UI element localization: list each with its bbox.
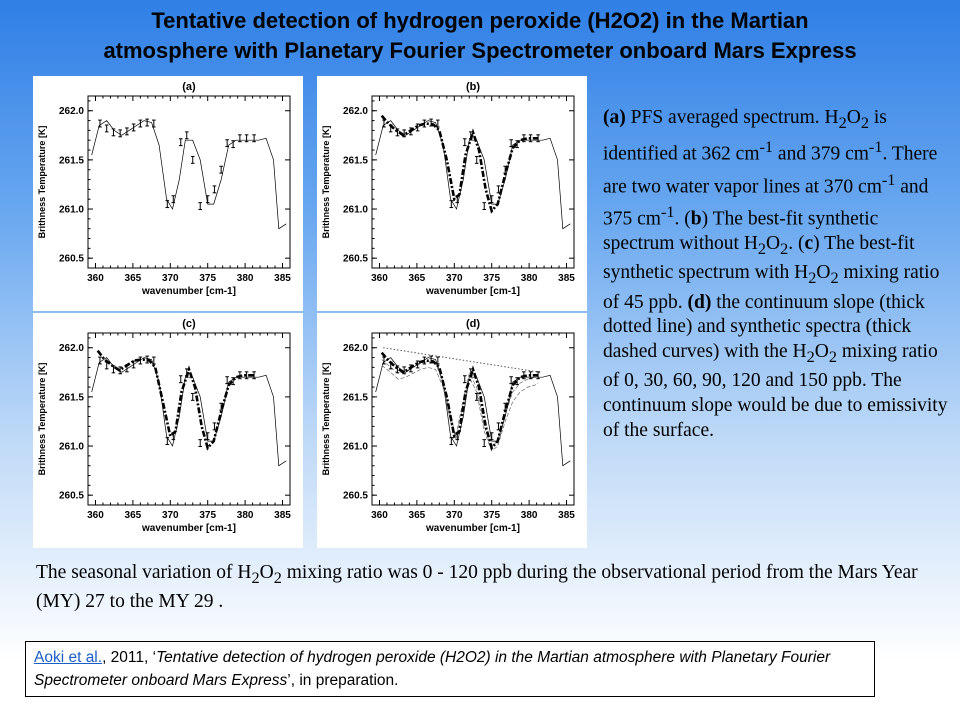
y-tick-label: 260.5 bbox=[59, 491, 84, 502]
label-d: (d) bbox=[687, 291, 712, 313]
plot-area bbox=[91, 118, 287, 230]
x-tick-label: 375 bbox=[483, 273, 500, 284]
y-axis-label: Brithness Temperature [K] bbox=[37, 363, 47, 476]
x-tick-label: 360 bbox=[371, 510, 388, 521]
chart-panel-d: (d) 360 365 370 375 380 385 260.5 261.0 261.5 262.… bbox=[317, 313, 587, 548]
plot-frame bbox=[371, 332, 575, 506]
chart-b: (b) 360 365 370 375 380 385 260.5 261.0 261.5 262.… bbox=[317, 76, 587, 311]
label-c: c bbox=[804, 232, 814, 254]
synthetic-spectrum-line bbox=[380, 351, 539, 451]
synthetic-spectrum-line bbox=[380, 114, 539, 214]
chart-panel-a: (a) 360 365 370 375 380 385 260.5 261.0 261.5 262.… bbox=[33, 76, 303, 311]
label-b: b bbox=[690, 208, 702, 230]
y-axis-label: Brithness Temperature [K] bbox=[321, 126, 331, 239]
x-tick-label: 375 bbox=[199, 273, 216, 284]
spectrum-line bbox=[375, 120, 571, 230]
x-tick-label: 380 bbox=[521, 273, 538, 284]
y-tick-label: 261.5 bbox=[343, 392, 368, 403]
y-tick-label: 261.0 bbox=[343, 442, 368, 453]
y-tick-label: 261.5 bbox=[59, 392, 84, 403]
chart-d: (d) 360 365 370 375 380 385 260.5 261.0 261.5 262.… bbox=[317, 313, 587, 548]
synthetic-spectrum-line bbox=[96, 349, 255, 451]
y-tick-label: 260.5 bbox=[343, 491, 368, 502]
chart-a: (a) 360 365 370 375 380 385 260.5 261.0 261.5 262.… bbox=[33, 76, 303, 311]
seasonal-summary: The seasonal variation of H2O2 mixing ra… bbox=[36, 562, 918, 613]
y-tick-label: 261.0 bbox=[59, 205, 84, 216]
x-axis-label: wavenumber [cm-1] bbox=[425, 523, 520, 534]
slide-title: Tentative detection of hydrogen peroxide… bbox=[0, 6, 960, 66]
y-axis-label: Brithness Temperature [K] bbox=[37, 126, 47, 239]
plot-frame bbox=[87, 95, 291, 269]
y-tick-label: 262.0 bbox=[59, 343, 84, 354]
chart-panel-c: (c) 360 365 370 375 380 385 260.5 261.0 261.5 262.… bbox=[33, 313, 303, 548]
plot-frame bbox=[371, 95, 575, 269]
x-tick-label: 380 bbox=[237, 273, 254, 284]
citation-box: Aoki et al., 2011, ‘Tentative detection … bbox=[25, 641, 875, 697]
x-axis-label: wavenumber [cm-1] bbox=[141, 286, 236, 297]
plot-area bbox=[91, 349, 287, 467]
x-tick-label: 365 bbox=[409, 273, 426, 284]
x-tick-label: 360 bbox=[87, 510, 104, 521]
slide-title-line2: atmosphere with Planetary Fourier Spectr… bbox=[103, 38, 857, 63]
x-tick-label: 380 bbox=[521, 510, 538, 521]
spectrum-line bbox=[375, 357, 571, 467]
x-tick-label: 375 bbox=[483, 510, 500, 521]
y-tick-label: 261.5 bbox=[59, 155, 84, 166]
x-tick-label: 385 bbox=[558, 510, 575, 521]
x-tick-label: 360 bbox=[371, 273, 388, 284]
spectrum-line bbox=[91, 120, 287, 230]
x-tick-label: 375 bbox=[199, 510, 216, 521]
figure-description: (a) PFS averaged spectrum. H2O2 is ident… bbox=[603, 107, 948, 441]
x-tick-label: 370 bbox=[446, 273, 463, 284]
citation-title: Tentative detection of hydrogen peroxide… bbox=[34, 649, 831, 689]
synthetic-variant-line bbox=[381, 365, 539, 452]
x-tick-label: 370 bbox=[162, 510, 179, 521]
x-axis-label: wavenumber [cm-1] bbox=[425, 286, 520, 297]
author-link[interactable]: Aoki et al. bbox=[34, 649, 103, 666]
x-tick-label: 380 bbox=[237, 510, 254, 521]
x-tick-label: 365 bbox=[125, 510, 142, 521]
y-tick-label: 262.0 bbox=[343, 106, 368, 117]
x-tick-label: 385 bbox=[274, 510, 291, 521]
y-tick-label: 262.0 bbox=[59, 106, 84, 117]
y-tick-label: 260.5 bbox=[59, 254, 84, 265]
x-tick-label: 385 bbox=[274, 273, 291, 284]
panel-label: (c) bbox=[182, 318, 196, 330]
citation-year: , 2011, ‘ bbox=[102, 649, 157, 666]
x-tick-label: 365 bbox=[409, 510, 426, 521]
chart-background bbox=[33, 76, 303, 311]
citation-tail: ’, in preparation. bbox=[287, 672, 399, 689]
panel-label: (a) bbox=[182, 81, 196, 93]
panel-label: (d) bbox=[466, 318, 480, 330]
x-tick-label: 360 bbox=[87, 273, 104, 284]
spectrum-line bbox=[91, 357, 287, 467]
panel-label: (b) bbox=[466, 81, 480, 93]
chart-c: (c) 360 365 370 375 380 385 260.5 261.0 261.5 262.… bbox=[33, 313, 303, 548]
y-tick-label: 261.0 bbox=[59, 442, 84, 453]
plot-area bbox=[375, 114, 571, 230]
label-a: (a) bbox=[603, 107, 626, 128]
y-tick-label: 262.0 bbox=[343, 343, 368, 354]
x-tick-label: 370 bbox=[162, 273, 179, 284]
x-tick-label: 365 bbox=[125, 273, 142, 284]
plot-frame bbox=[87, 332, 291, 506]
slide-title-line1: Tentative detection of hydrogen peroxide… bbox=[151, 8, 809, 33]
y-tick-label: 261.0 bbox=[343, 205, 368, 216]
y-tick-label: 260.5 bbox=[343, 254, 368, 265]
x-tick-label: 370 bbox=[446, 510, 463, 521]
y-axis-label: Brithness Temperature [K] bbox=[321, 363, 331, 476]
x-axis-label: wavenumber [cm-1] bbox=[141, 523, 236, 534]
plot-area bbox=[375, 347, 571, 467]
chart-panel-b: (b) 360 365 370 375 380 385 260.5 261.0 261.5 262.… bbox=[317, 76, 587, 311]
x-tick-label: 385 bbox=[558, 273, 575, 284]
y-tick-label: 261.5 bbox=[343, 155, 368, 166]
